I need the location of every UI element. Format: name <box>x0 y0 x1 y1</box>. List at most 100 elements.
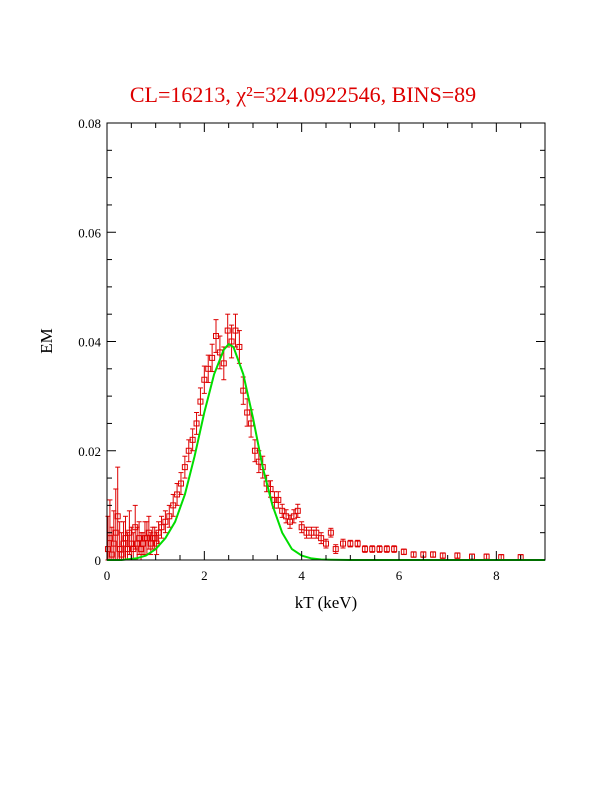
data-marker <box>205 365 212 372</box>
y-tick-label: 0 <box>95 553 102 568</box>
data-marker <box>323 540 329 547</box>
data-marker <box>224 327 231 334</box>
data-marker <box>410 551 417 558</box>
model-curve <box>107 342 545 561</box>
data-point <box>376 545 383 553</box>
data-point <box>454 552 461 559</box>
data-marker <box>400 548 407 555</box>
data-point <box>391 545 398 553</box>
data-marker <box>347 540 354 547</box>
data-marker <box>112 529 119 536</box>
data-marker <box>209 354 216 361</box>
data-point <box>209 343 216 373</box>
data-marker <box>391 546 398 553</box>
data-marker <box>162 518 169 525</box>
data-point <box>197 387 204 416</box>
data-marker <box>110 540 117 547</box>
data-marker <box>181 464 188 471</box>
data-marker <box>236 343 243 350</box>
data-marker <box>354 540 361 547</box>
data-marker <box>327 529 334 536</box>
x-axis-label: kT (keV) <box>295 593 357 612</box>
data-marker <box>193 420 200 427</box>
y-axis-label: EM <box>37 328 56 354</box>
data-marker <box>290 513 297 520</box>
data-marker <box>177 480 184 487</box>
data-point <box>323 538 329 549</box>
data-point <box>162 510 169 534</box>
data-point <box>400 548 407 556</box>
data-point <box>158 515 165 539</box>
data-point <box>439 552 446 559</box>
data-point <box>327 527 334 538</box>
data-marker <box>454 552 461 559</box>
y-tick-label: 0.02 <box>78 444 101 459</box>
data-marker <box>158 524 165 531</box>
data-marker <box>283 513 290 520</box>
data-point <box>410 551 417 558</box>
x-tick-label: 6 <box>396 568 403 583</box>
data-point <box>228 324 235 359</box>
chart-title: CL=16213, χ²=324.0922546, BINS=89 <box>130 82 476 107</box>
data-marker <box>318 535 325 542</box>
data-point <box>308 526 315 539</box>
data-point <box>224 313 231 348</box>
data-point <box>430 551 437 558</box>
data-point <box>201 365 208 394</box>
data-marker <box>220 360 227 367</box>
data-point <box>294 503 301 518</box>
data-marker <box>122 535 129 542</box>
data-marker <box>383 546 390 553</box>
data-marker <box>275 496 282 503</box>
data-point <box>354 539 361 548</box>
axes: 0 2 4 6 8 0 0.02 0.04 0.06 0.08 <box>78 116 546 583</box>
data-marker <box>294 507 301 514</box>
y-tick-label: 0.06 <box>78 225 101 240</box>
data-marker <box>361 546 368 553</box>
data-point <box>383 545 390 553</box>
data-marker <box>104 546 111 553</box>
data-marker <box>136 535 143 542</box>
data-marker <box>439 552 446 559</box>
data-point <box>298 521 305 534</box>
x-tick-label: 4 <box>298 568 305 583</box>
data-point <box>361 545 368 553</box>
y-tick-label: 0.08 <box>78 116 101 131</box>
data-marker <box>286 518 293 525</box>
x-tick-label: 2 <box>201 568 208 583</box>
data-point <box>193 412 200 435</box>
data-marker <box>279 507 286 514</box>
data-marker <box>201 376 208 383</box>
data-marker <box>430 551 437 558</box>
data-marker <box>118 551 125 558</box>
data-marker <box>197 398 204 405</box>
data-point <box>303 526 310 539</box>
data-marker <box>332 546 339 553</box>
x-tick-label: 8 <box>493 568 500 583</box>
data-marker <box>114 513 121 520</box>
data-marker <box>124 546 131 553</box>
data-point <box>483 553 490 560</box>
data-point <box>347 539 354 548</box>
data-point <box>332 544 339 554</box>
data-marker <box>244 409 251 416</box>
data-point <box>177 472 184 495</box>
data-point <box>369 545 376 553</box>
plot-area <box>104 313 545 561</box>
data-marker <box>228 338 235 345</box>
data-marker <box>369 546 376 553</box>
data-marker <box>240 387 247 394</box>
data-marker <box>340 540 347 547</box>
x-tick-label: 0 <box>104 568 111 583</box>
data-point <box>189 428 196 452</box>
data-point <box>313 526 320 539</box>
data-marker <box>108 551 115 558</box>
data-marker <box>376 546 383 553</box>
data-point <box>181 455 188 479</box>
data-point <box>283 509 290 524</box>
data-marker <box>189 436 196 443</box>
data-point <box>318 532 325 545</box>
data-point <box>290 509 297 524</box>
y-tick-label: 0.04 <box>78 335 101 350</box>
